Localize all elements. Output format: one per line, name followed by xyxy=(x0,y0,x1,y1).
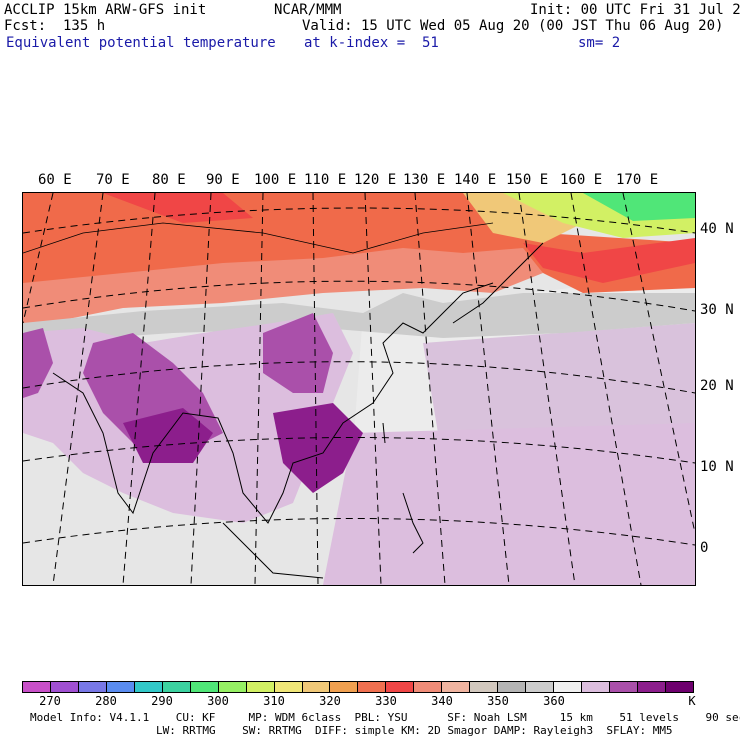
colorbar-tick-label: 310 xyxy=(263,694,285,708)
forecast-hour: Fcst: 135 h xyxy=(4,18,106,34)
colorbar-swatch xyxy=(274,682,303,692)
colorbar-tick-label: 290 xyxy=(151,694,173,708)
model-info-line2: LW: RRTMG SW: RRTMG DIFF: simple KM: 2D … xyxy=(156,724,673,737)
colorbar-swatch xyxy=(106,682,135,692)
model-info-line1: Model Info: V4.1.1 CU: KF MP: WDM 6class… xyxy=(30,711,740,724)
lon-label: 80 E xyxy=(152,172,186,188)
colorbar-tick-label: 350 xyxy=(487,694,509,708)
model-title: ACCLIP 15km ARW-GFS init xyxy=(4,2,207,18)
colorbar-swatch xyxy=(386,682,415,692)
colorbar-swatch xyxy=(330,682,359,692)
colorbar-tick-label: 320 xyxy=(319,694,341,708)
colorbar-tick-label: 280 xyxy=(95,694,117,708)
colorbar-swatch xyxy=(302,682,331,692)
colorbar-tick-label: 300 xyxy=(207,694,229,708)
lon-label: 110 E xyxy=(304,172,347,188)
colorbar-tick-label: 330 xyxy=(375,694,397,708)
institution-label: NCAR/MMM xyxy=(274,2,342,18)
colorbar-swatch xyxy=(190,682,219,692)
colorbar-tick-label: 270 xyxy=(39,694,61,708)
colorbar-swatch xyxy=(554,682,583,692)
colorbar-swatch xyxy=(78,682,107,692)
colorbar-swatch xyxy=(414,682,443,692)
lon-label: 140 E xyxy=(454,172,497,188)
smoothing-label: sm= 2 xyxy=(578,35,621,51)
lat-label: 20 N xyxy=(700,378,734,394)
colorbar-swatch xyxy=(498,682,527,692)
colorbar-swatch xyxy=(470,682,499,692)
colorbar-tick-label: 340 xyxy=(431,694,453,708)
lon-label: 170 E xyxy=(616,172,659,188)
colorbar-tick-label: K xyxy=(688,694,696,708)
lat-label: 10 N xyxy=(700,459,734,475)
colorbar-swatch xyxy=(442,682,471,692)
colorbar-swatch xyxy=(134,682,163,692)
field-name: Equivalent potential temperature xyxy=(6,35,276,51)
lon-label: 70 E xyxy=(96,172,130,188)
lon-label: 100 E xyxy=(254,172,297,188)
valid-time: Valid: 15 UTC Wed 05 Aug 20 (00 JST Thu … xyxy=(302,18,724,34)
lon-label: 120 E xyxy=(354,172,397,188)
colorbar-swatch xyxy=(582,682,611,692)
colorbar-swatch xyxy=(50,682,79,692)
colorbar-swatch xyxy=(162,682,191,692)
lat-label: 0 xyxy=(700,540,709,556)
colorbar-swatch xyxy=(637,682,666,692)
map-panel xyxy=(22,192,696,586)
lon-label: 150 E xyxy=(506,172,549,188)
level-label: at k-index = 51 xyxy=(304,35,439,51)
colorbar-swatch xyxy=(358,682,387,692)
colorbar xyxy=(22,681,694,693)
lon-label: 130 E xyxy=(403,172,446,188)
lat-label: 40 N xyxy=(700,221,734,237)
colorbar-swatch xyxy=(23,682,51,692)
lon-label: 90 E xyxy=(206,172,240,188)
lon-label: 160 E xyxy=(560,172,603,188)
lon-label: 60 E xyxy=(38,172,72,188)
init-time: Init: 00 UTC Fri 31 Jul 20 xyxy=(530,2,740,18)
colorbar-swatch xyxy=(665,682,693,692)
colorbar-swatch xyxy=(610,682,638,692)
map-field xyxy=(23,193,695,585)
colorbar-tick-label: 360 xyxy=(543,694,565,708)
colorbar-swatch xyxy=(246,682,275,692)
colorbar-swatch xyxy=(526,682,555,692)
lat-label: 30 N xyxy=(700,302,734,318)
colorbar-swatch xyxy=(218,682,247,692)
